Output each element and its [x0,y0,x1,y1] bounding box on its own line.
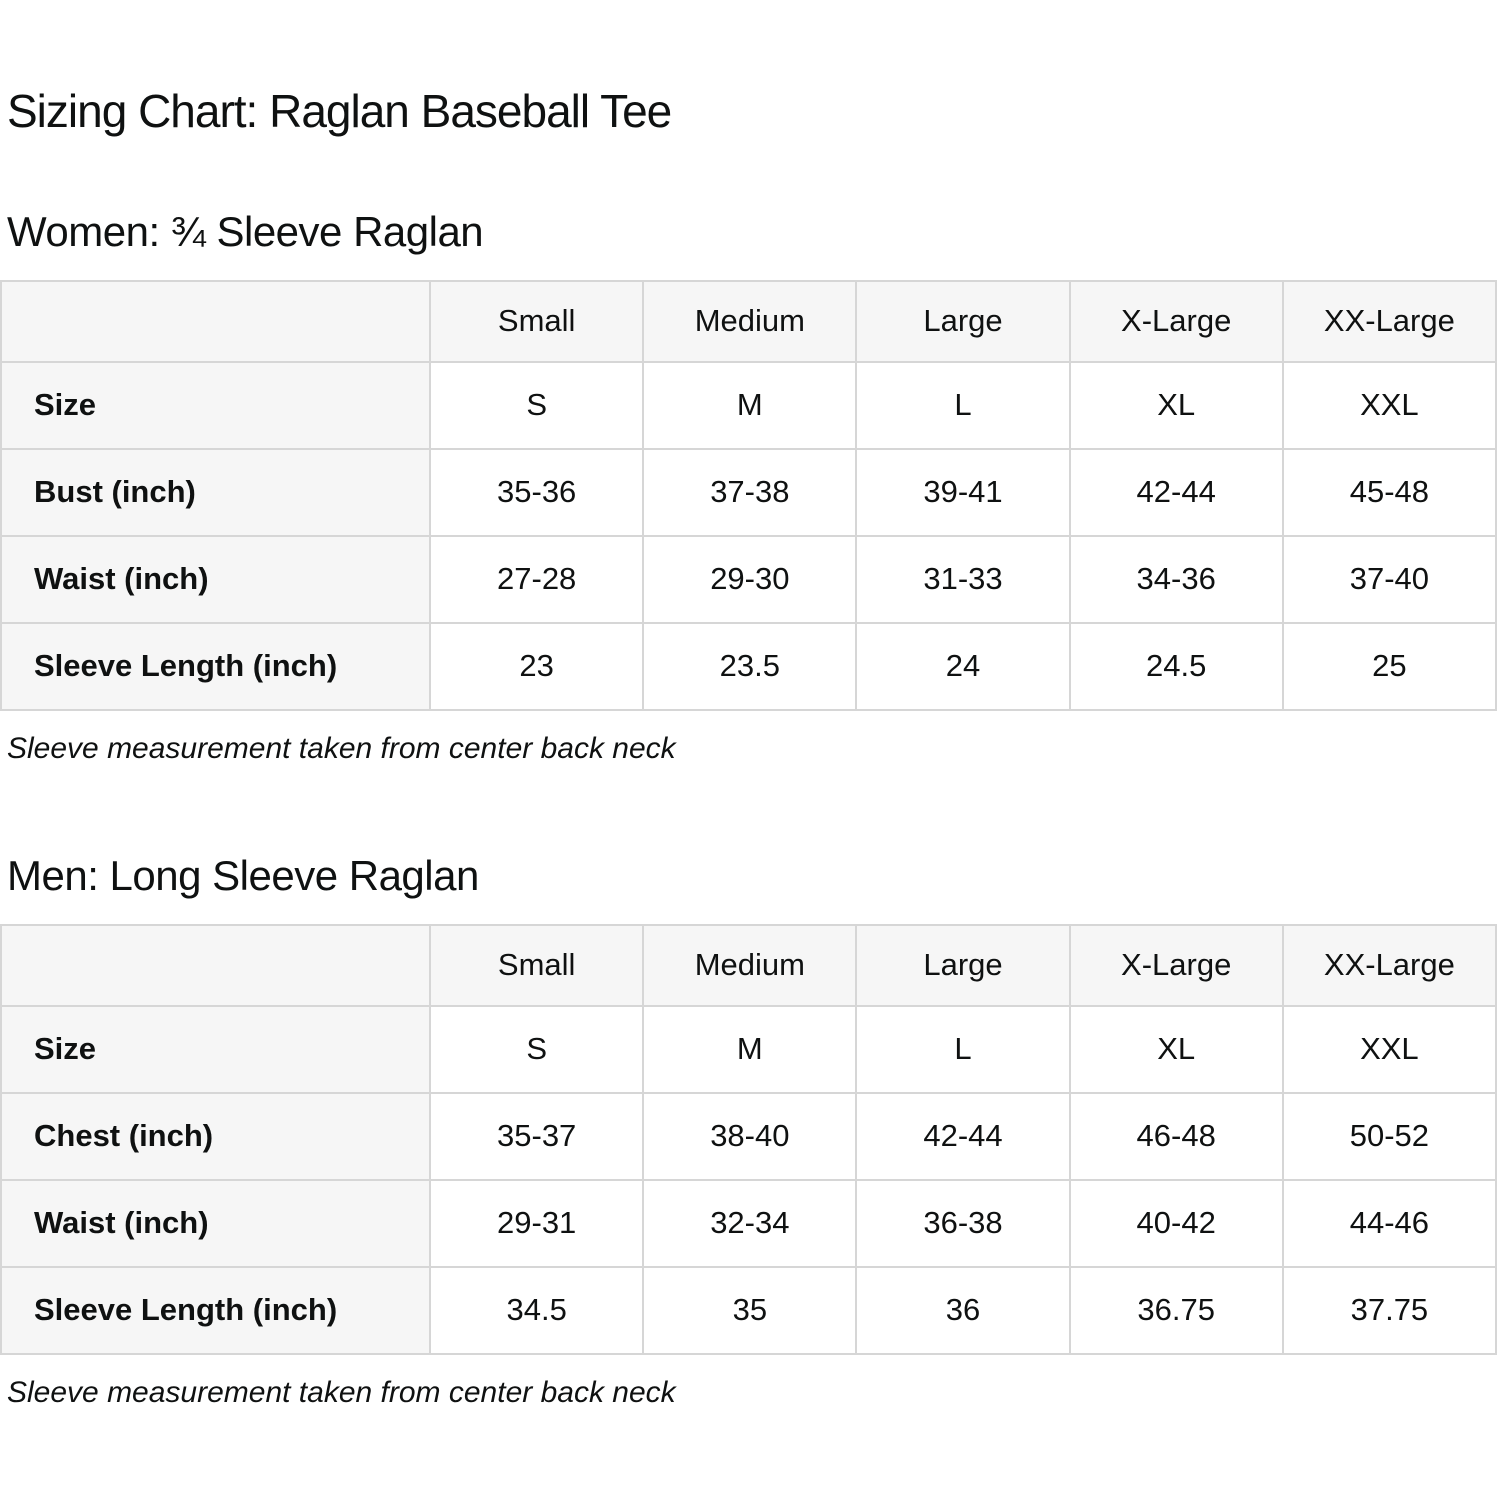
value-cell: 34-36 [1068,534,1284,624]
value-cell: L [855,1004,1071,1094]
value-cell: 25 [1281,621,1497,711]
table-row: Sleeve Length (inch) 23 23.5 24 24.5 25 [0,621,1497,711]
table-row: Waist (inch) 27-28 29-30 31-33 34-36 37-40 [0,534,1497,624]
value-cell: 35 [642,1265,858,1355]
value-cell: 27-28 [429,534,645,624]
row-label: Waist (inch) [0,534,432,624]
value-cell: 39-41 [855,447,1071,537]
row-label: Waist (inch) [0,1178,432,1268]
value-cell: 36-38 [855,1178,1071,1268]
column-header: XX-Large [1281,923,1497,1007]
table-row: Sleeve Length (inch) 34.5 35 36 36.75 37.75 [0,1265,1497,1355]
table-row: Size S M L XL XXL [0,360,1497,450]
row-label: Size [0,1004,432,1094]
value-cell: M [642,1004,858,1094]
value-cell: 36.75 [1068,1265,1284,1355]
value-cell: L [855,360,1071,450]
section-heading-men: Men: Long Sleeve Raglan [7,851,479,899]
corner-cell [0,923,432,1007]
value-cell: 38-40 [642,1091,858,1181]
value-cell: 37-38 [642,447,858,537]
men-size-table: Small Medium Large X-Large XX-Large Size S M L XL… [0,923,1497,1355]
row-label: Sleeve Length (inch) [0,1265,432,1355]
table-row: Size S M L XL XXL [0,1004,1497,1094]
value-cell: 37-40 [1281,534,1497,624]
value-cell: 42-44 [855,1091,1071,1181]
column-header: Large [855,923,1071,1007]
section-women: Women: ¾ Sleeve Raglan Small Medium Large X… [0,207,1497,767]
corner-cell [0,279,432,363]
value-cell: 34.5 [429,1265,645,1355]
column-header: X-Large [1068,279,1284,363]
column-header: Medium [642,923,858,1007]
value-cell: 23 [429,621,645,711]
column-header: XX-Large [1281,279,1497,363]
value-cell: 32-34 [642,1178,858,1268]
sleeve-note-women: Sleeve measurement taken from center bac… [7,731,676,765]
section-heading-women: Women: ¾ Sleeve Raglan [7,207,484,255]
value-cell: 37.75 [1281,1265,1497,1355]
table-row: Chest (inch) 35-37 38-40 42-44 46-48 50-52 [0,1091,1497,1181]
section-men: Men: Long Sleeve Raglan Small Medium Large… [0,851,1497,1411]
value-cell: 31-33 [855,534,1071,624]
row-label: Sleeve Length (inch) [0,621,432,711]
value-cell: XXL [1281,1004,1497,1094]
value-cell: 44-46 [1281,1178,1497,1268]
value-cell: XL [1068,1004,1284,1094]
row-label: Size [0,360,432,450]
value-cell: 35-37 [429,1091,645,1181]
value-cell: 46-48 [1068,1091,1284,1181]
value-cell: 42-44 [1068,447,1284,537]
value-cell: 24.5 [1068,621,1284,711]
value-cell: 23.5 [642,621,858,711]
value-cell: 24 [855,621,1071,711]
value-cell: 40-42 [1068,1178,1284,1268]
women-size-table: Small Medium Large X-Large XX-Large Size S M L XL… [0,279,1497,711]
value-cell: 36 [855,1265,1071,1355]
value-cell: S [429,1004,645,1094]
value-cell: XL [1068,360,1284,450]
value-cell: 29-31 [429,1178,645,1268]
value-cell: 35-36 [429,447,645,537]
value-cell: M [642,360,858,450]
row-label: Chest (inch) [0,1091,432,1181]
table-row: Waist (inch) 29-31 32-34 36-38 40-42 44-46 [0,1178,1497,1268]
sleeve-note-men: Sleeve measurement taken from center bac… [7,1375,676,1409]
column-header: Small [429,923,645,1007]
page-title: Sizing Chart: Raglan Baseball Tee [7,85,672,137]
value-cell: 29-30 [642,534,858,624]
value-cell: S [429,360,645,450]
header-row: Small Medium Large X-Large XX-Large [0,279,1497,363]
row-label: Bust (inch) [0,447,432,537]
value-cell: XXL [1281,360,1497,450]
header-row: Small Medium Large X-Large XX-Large [0,923,1497,1007]
column-header: X-Large [1068,923,1284,1007]
value-cell: 50-52 [1281,1091,1497,1181]
column-header: Small [429,279,645,363]
value-cell: 45-48 [1281,447,1497,537]
column-header: Large [855,279,1071,363]
table-row: Bust (inch) 35-36 37-38 39-41 42-44 45-48 [0,447,1497,537]
column-header: Medium [642,279,858,363]
